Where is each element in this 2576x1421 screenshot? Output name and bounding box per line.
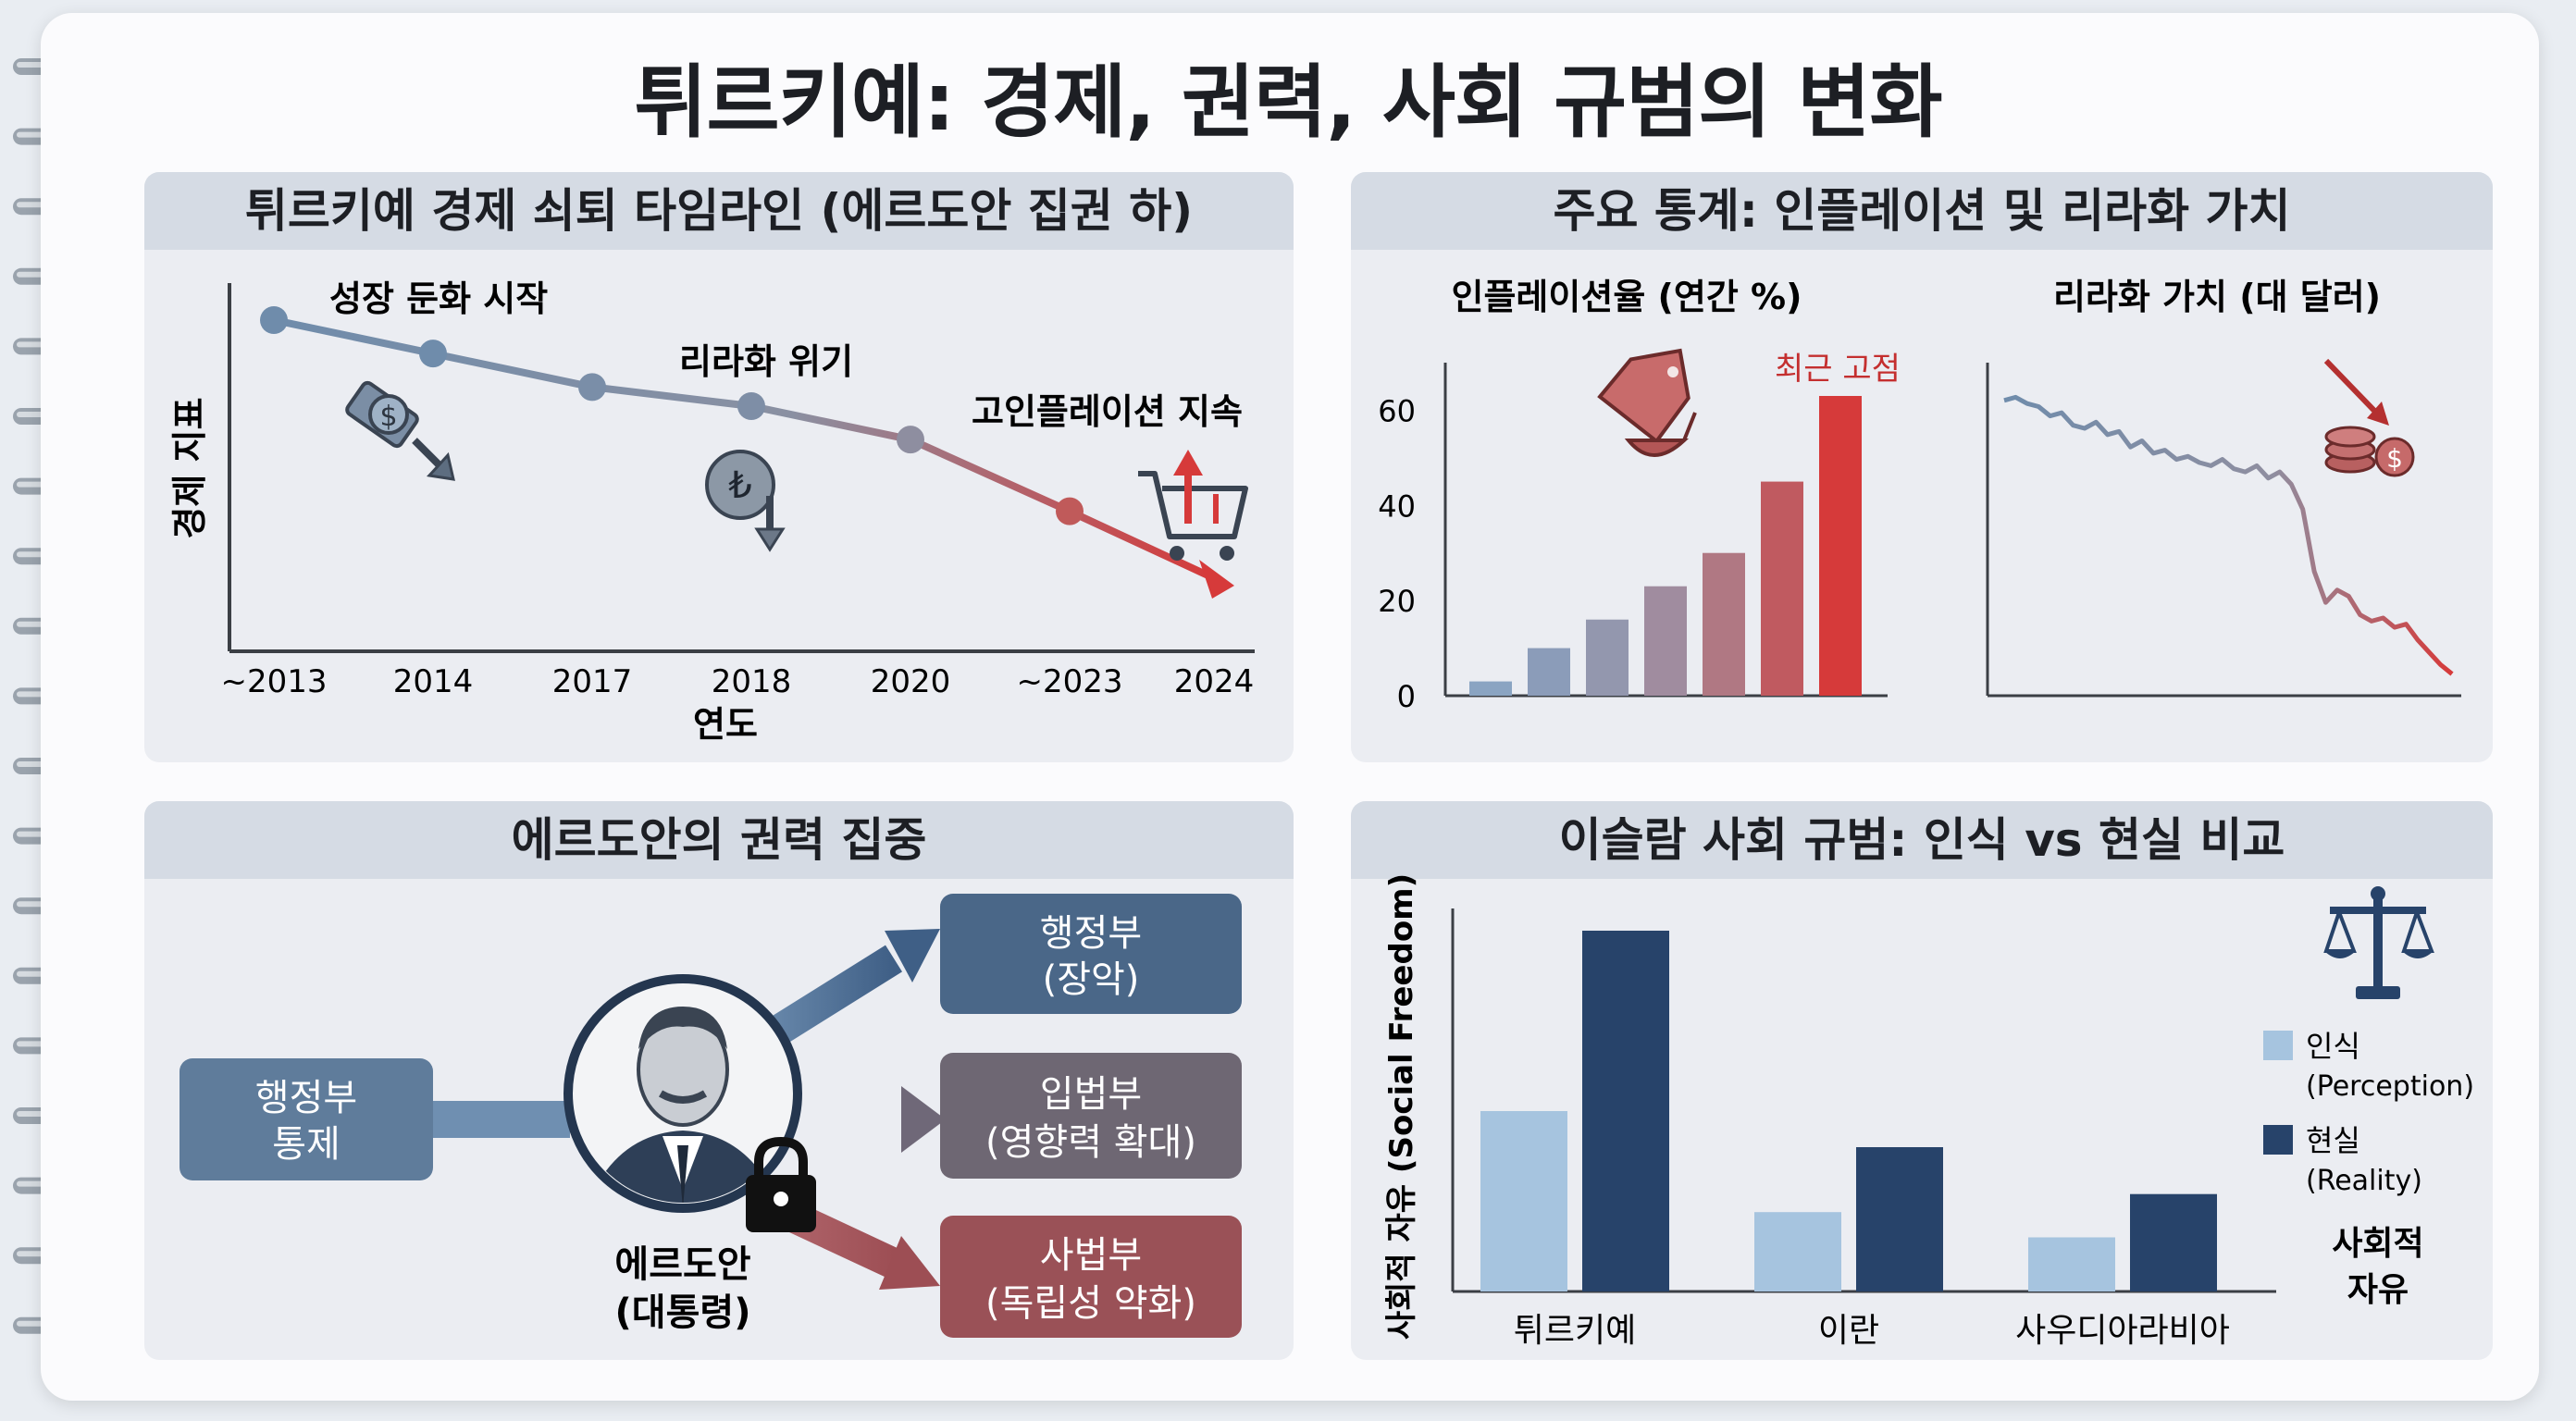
timeline-point	[419, 340, 447, 368]
center-name: 에르도안	[614, 1243, 750, 1286]
power-header: 에르도안의 권력 집중	[144, 801, 1294, 879]
freedom-label-2: 자유	[2347, 1271, 2409, 1309]
arrow-to-executive-head	[885, 929, 940, 982]
timeline-point	[737, 392, 765, 420]
timeline-year-tick: 2020	[871, 663, 951, 700]
legislative-line2: (영향력 확대)	[985, 1121, 1196, 1164]
executive-line1: 행정부	[1040, 912, 1142, 955]
norms-chart: 사회적 자유 (Social Freedom) 튀르키예 이란 사우디아라비아 인식…	[1383, 873, 2474, 1350]
center-title: (대통령)	[615, 1291, 751, 1334]
coins-down-icon: $	[2323, 358, 2415, 477]
inflation-chart-title: 인플레이션율 (연간 %)	[1452, 277, 1802, 317]
legend-reality-swatch	[2263, 1125, 2293, 1155]
scales-icon	[2323, 886, 2434, 999]
arrow-to-legislative-head	[901, 1086, 946, 1153]
inflation-bar	[1528, 648, 1570, 696]
left-control-line2: 통제	[272, 1123, 341, 1166]
timeline-year-tick: 2014	[393, 663, 474, 700]
legend-perception-line2: (Perception)	[2306, 1070, 2474, 1103]
inflation-bar	[1819, 396, 1862, 696]
timeline-point	[260, 306, 288, 334]
power-panel: 에르도안의 권력 집중 행정부 통제 행정부 (장악) 입법부 (영향력 확대)…	[144, 801, 1294, 1360]
inflation-bar	[1644, 586, 1687, 696]
perception-bar	[2028, 1237, 2115, 1291]
annotation-lira-crisis: 리라화 위기	[679, 341, 853, 382]
judiciary-line1: 사법부	[1040, 1234, 1142, 1277]
reality-bar	[1856, 1147, 1943, 1291]
stats-panel: 주요 통계: 인플레이션 및 리라화 가치 인플레이션율 (연간 %) 리라화 …	[1351, 172, 2493, 762]
inflation-y-tick: 60	[1378, 393, 1416, 428]
left-control-line1: 행정부	[255, 1077, 357, 1119]
legend-perception-swatch	[2263, 1031, 2293, 1060]
timeline-year-tick: 2017	[552, 663, 633, 700]
legislative-line1: 입법부	[1040, 1073, 1142, 1116]
timeline-panel: 튀르키예 경제 쇠퇴 타임라인 (에르도안 집권 하) 경제 지표 연도 ~20…	[144, 172, 1294, 762]
svg-text:$: $	[379, 401, 397, 433]
perception-bar	[1480, 1111, 1567, 1291]
timeline-year-tick: 2024	[1174, 663, 1255, 700]
timeline-ylabel: 경제 지표	[169, 397, 210, 538]
annotation-inflation: 고인플레이션 지속	[972, 391, 1243, 432]
norms-ylabel: 사회적 자유 (Social Freedom)	[1383, 873, 1420, 1340]
annotation-slowdown: 성장 둔화 시작	[329, 278, 548, 319]
judiciary-line2: (독립성 약화)	[985, 1282, 1196, 1325]
svg-text:₺: ₺	[728, 464, 751, 507]
timeline-point	[1056, 497, 1084, 525]
legend-reality-line1: 현실	[2306, 1123, 2360, 1158]
lira-coin-down-icon: ₺	[705, 450, 786, 552]
stats-charts: 인플레이션율 (연간 %) 리라화 가치 (대 달러) 0 20 40 60 최근 고…	[1378, 277, 2461, 714]
executive-box	[940, 894, 1242, 1014]
portrait-icon	[564, 974, 802, 1213]
page-title: 튀르키예: 경제, 권력, 사회 규범의 변화	[634, 56, 1942, 149]
lira-value-line	[2003, 394, 2454, 676]
executive-line2: (장악)	[1043, 958, 1140, 1001]
reality-bar	[2130, 1193, 2217, 1291]
lira-chart-title: 리라화 가치 (대 달러)	[2053, 277, 2381, 317]
legend-reality-line2: (Reality)	[2306, 1165, 2422, 1197]
inflation-y-tick: 40	[1378, 488, 1416, 524]
timeline-xlabel: 연도	[693, 704, 758, 745]
legend-perception-line1: 인식	[2306, 1029, 2360, 1064]
timeline-year-tick: ~2023	[1016, 663, 1122, 700]
left-control-box	[180, 1058, 433, 1180]
svg-text:$: $	[2386, 443, 2403, 474]
lock-icon	[746, 1136, 816, 1232]
norms-header: 이슬람 사회 규범: 인식 vs 현실 비교	[1351, 801, 2493, 879]
power-diagram: 행정부 통제 행정부 (장악) 입법부 (영향력 확대) 사법부 (독립성 약화…	[180, 894, 1242, 1338]
inflation-y-tick: 0	[1397, 679, 1416, 714]
norms-category-label: 사우디아라비아	[2015, 1312, 2230, 1350]
freedom-label-1: 사회적	[2332, 1225, 2423, 1263]
perception-bar	[1754, 1212, 1841, 1291]
timeline-year-tick: 2018	[712, 663, 792, 700]
norms-category-label: 튀르키예	[1514, 1312, 1636, 1350]
inflation-bar	[1469, 681, 1512, 696]
timeline-point	[897, 426, 924, 454]
record-high-label: 최근 고점	[1775, 351, 1901, 388]
timeline-arrowhead	[1199, 560, 1234, 599]
inflation-y-tick: 20	[1378, 584, 1416, 619]
arrow-to-judiciary-head	[879, 1236, 940, 1290]
stats-header: 주요 통계: 인플레이션 및 리라화 가치	[1351, 172, 2493, 250]
inflation-bar	[1761, 481, 1803, 696]
price-tag-basket-icon	[1597, 348, 1697, 457]
timeline-header: 튀르키예 경제 쇠퇴 타임라인 (에르도안 집권 하)	[144, 172, 1294, 250]
reality-bar	[1582, 931, 1669, 1291]
timeline-year-tick: ~2013	[220, 663, 327, 700]
timeline-chart: 경제 지표 연도 ~2013 2014 2017 2018 2020 ~2023 2024 …	[169, 278, 1255, 745]
timeline-point	[578, 373, 606, 402]
norms-category-label: 이란	[1818, 1312, 1879, 1350]
judiciary-box	[940, 1216, 1242, 1338]
norms-panel: 이슬람 사회 규범: 인식 vs 현실 비교 사회적 자유 (Social Fr…	[1351, 801, 2493, 1360]
money-down-icon: $	[345, 380, 455, 481]
legislative-box	[940, 1053, 1242, 1179]
inflation-bar	[1703, 552, 1745, 696]
shopping-cart-up-icon	[1138, 450, 1248, 561]
inflation-bar	[1586, 619, 1629, 696]
